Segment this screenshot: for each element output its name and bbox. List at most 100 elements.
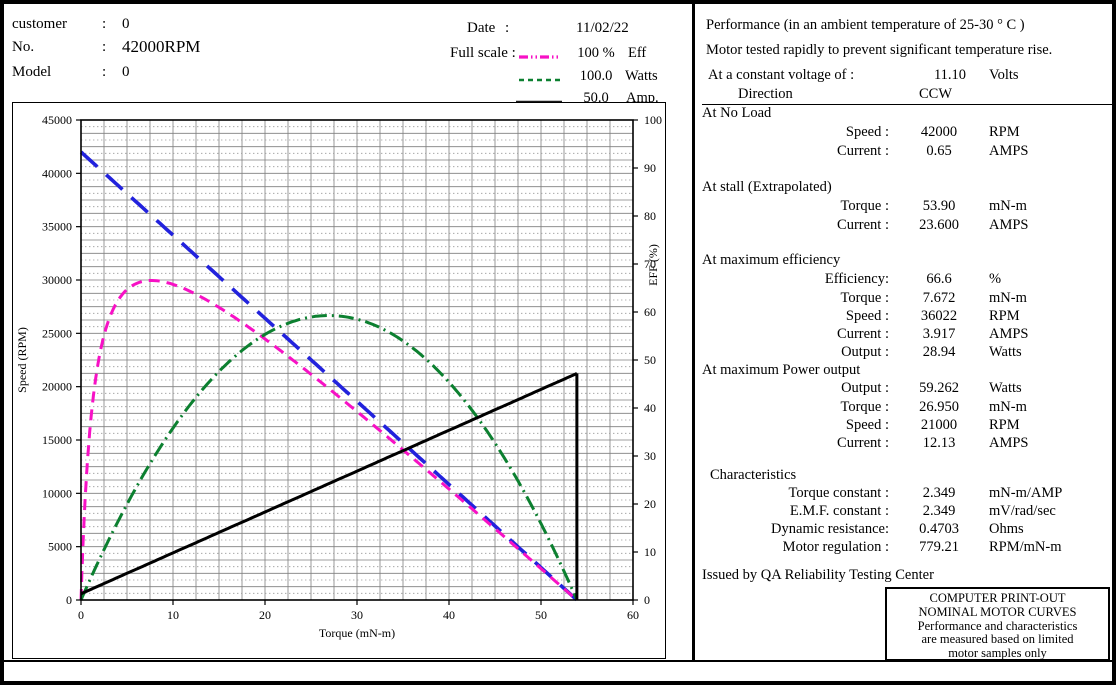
spec-value: 0.4703 — [919, 521, 959, 537]
power-output-curve — [79, 314, 579, 601]
spec-unit: AMPS — [989, 326, 1029, 342]
spec-unit: mN-m/AMP — [989, 485, 1063, 501]
spec-value: 12.13 — [922, 435, 956, 451]
voltage-value: 11.10 — [933, 67, 967, 83]
spec-label: Dynamic resistance: — [771, 521, 889, 537]
spec-row: Torque : 53.90 mN-m — [696, 198, 1112, 215]
stamp-line: NOMINAL MOTOR CURVES — [918, 604, 1077, 619]
spec-row: Output : 59.262 Watts — [696, 380, 1112, 397]
efficiency-legend-scale: 100 % — [577, 45, 615, 61]
date-label: Date — [467, 20, 496, 36]
spec-value: 0.65 — [926, 143, 952, 159]
spec-label: Efficiency: — [824, 271, 889, 287]
no-label: No. — [12, 39, 35, 55]
model-value: 0 — [122, 64, 130, 80]
spec-value: 66.6 — [926, 271, 952, 287]
svg-text:10: 10 — [167, 608, 179, 622]
spec-label: Current : — [837, 435, 889, 451]
current-curve — [80, 372, 578, 596]
svg-text:Speed (RPM): Speed (RPM) — [15, 327, 29, 393]
spec-label: Speed : — [845, 124, 889, 140]
spec-value: 21000 — [920, 417, 958, 433]
chart-frame — [76, 119, 638, 605]
spec-row: E.M.F. constant : 2.349 mV/rad/sec — [696, 503, 1112, 520]
spec-row: Current : 12.13 AMPS — [696, 435, 1112, 452]
spec-row: Efficiency: 66.6 % — [696, 271, 1112, 288]
spec-row: Motor regulation : 779.21 RPM/mN-m — [696, 539, 1112, 556]
spec-unit: Ohms — [989, 521, 1024, 537]
performance-title: Performance (in an ambient temperature o… — [706, 17, 1025, 33]
spec-value: 59.262 — [919, 380, 959, 396]
stamp-line: Performance and characteristics — [917, 618, 1078, 633]
stamp-line: are measured based on limited — [921, 632, 1074, 647]
svg-text:10: 10 — [644, 545, 656, 559]
spec-row: Torque : 7.672 mN-m — [696, 290, 1112, 307]
spec-value: 23.600 — [919, 217, 959, 233]
svg-text:60: 60 — [627, 608, 639, 622]
spec-label: Torque : — [840, 399, 889, 415]
spec-label: Torque constant : — [788, 485, 889, 501]
svg-text:80: 80 — [644, 209, 656, 223]
no-value: 42000RPM — [122, 37, 201, 56]
spec-value: 53.90 — [922, 198, 956, 214]
svg-text:40: 40 — [644, 401, 656, 415]
spec-value: 2.349 — [922, 485, 956, 501]
spec-label: Current : — [837, 217, 889, 233]
spec-unit: RPM — [989, 417, 1020, 433]
spec-value: 2.349 — [922, 503, 956, 519]
spec-value: 26.950 — [919, 399, 959, 415]
chart-grid — [80, 119, 634, 601]
svg-text:60: 60 — [644, 305, 656, 319]
stamp-line: motor samples only — [948, 646, 1047, 661]
direction-row: Direction CCW — [696, 86, 1112, 103]
efficiency-legend-unit: Eff — [628, 45, 647, 61]
full-scale-label: Full scale : — [450, 45, 516, 61]
direction-underline — [702, 104, 1112, 105]
svg-text:40: 40 — [443, 608, 455, 622]
svg-text:10000: 10000 — [42, 486, 72, 500]
spec-row: Dynamic resistance: 0.4703 Ohms — [696, 521, 1112, 538]
spec-label: Speed : — [845, 308, 889, 324]
chart-axis-labels: 0 10 20 30 40 50 60 0 5000 10000 15000 20000 25000 30… — [15, 113, 662, 640]
spec-row: Current : 23.600 AMPS — [696, 217, 1112, 234]
svg-text:70: 70 — [644, 257, 656, 271]
spec-value: 42000 — [920, 124, 958, 140]
spec-unit: mV/rad/sec — [989, 503, 1056, 519]
efficiency-legend-swatch — [518, 49, 562, 67]
svg-text:5000: 5000 — [48, 540, 72, 554]
svg-text:15000: 15000 — [42, 433, 72, 447]
spec-unit: RPM/mN-m — [989, 539, 1062, 555]
direction-label: Direction — [738, 86, 793, 102]
spec-row: Speed : 36022 RPM — [696, 308, 1112, 325]
spec-label: Output : — [841, 380, 889, 396]
spec-label: Speed : — [845, 417, 889, 433]
svg-text:25000: 25000 — [42, 326, 72, 340]
spec-row: Output : 28.94 Watts — [696, 344, 1112, 361]
efficiency-curve — [79, 279, 578, 602]
spec-value: 3.917 — [922, 326, 956, 342]
customer-value: 0 — [122, 16, 130, 32]
customer-colon: : — [102, 16, 107, 32]
spec-label: Torque : — [840, 198, 889, 214]
spec-row: Speed : 21000 RPM — [696, 417, 1112, 434]
spec-unit: RPM — [989, 308, 1020, 324]
date-value: 11/02/22 — [576, 20, 629, 36]
spec-unit: AMPS — [989, 143, 1029, 159]
voltage-row: At a constant voltage of : 11.10 Volts — [696, 67, 1112, 84]
torque-performance-chart: 0 10 20 30 40 50 60 0 5000 10000 15000 20000 25000 30… — [15, 113, 662, 640]
stamp-line: COMPUTER PRINT-OUT — [929, 591, 1066, 605]
spec-label: Torque : — [840, 290, 889, 306]
svg-text:EFF (%): EFF (%) — [646, 244, 660, 286]
customer-label: customer — [12, 16, 67, 32]
svg-text:40000: 40000 — [42, 166, 72, 180]
spec-row: Torque constant : 2.349 mN-m/AMP — [696, 485, 1112, 502]
stamp-box: COMPUTER PRINT-OUT NOMINAL MOTOR CURVES … — [885, 587, 1110, 661]
spec-row: Current : 3.917 AMPS — [696, 326, 1112, 343]
svg-text:20000: 20000 — [42, 380, 72, 394]
spec-label: Current : — [837, 326, 889, 342]
spec-value: 7.672 — [922, 290, 956, 306]
date-colon: : — [505, 20, 510, 36]
svg-text:30000: 30000 — [42, 273, 72, 287]
footer-rule — [4, 660, 1112, 662]
